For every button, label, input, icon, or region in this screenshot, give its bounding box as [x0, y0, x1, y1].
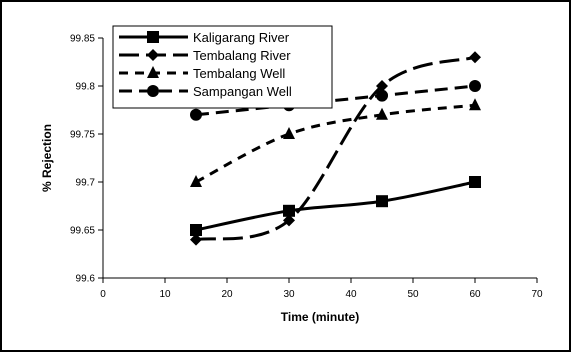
- x-tick-label: 70: [531, 289, 543, 300]
- x-tick-label: 30: [283, 289, 295, 300]
- data-point: [283, 127, 295, 139]
- legend-marker: [147, 85, 159, 97]
- legend: Kaligarang River Tembalang River Tembalang…: [112, 25, 333, 109]
- series-line: [195, 84, 476, 117]
- data-point: [376, 80, 388, 92]
- y-axis-title: % Rejection: [40, 124, 54, 192]
- x-tick-label: 10: [159, 289, 171, 300]
- series-line: [195, 180, 476, 232]
- line-chart: 0 10 20 30 40 50 60 70 99.6 99.65 99.7 99.75 99.8 99.…: [40, 25, 543, 324]
- legend-marker: [147, 31, 159, 43]
- data-point: [469, 80, 481, 92]
- x-axis-title: Time (minute): [281, 310, 359, 324]
- data-point: [190, 233, 202, 246]
- legend-label: Tembalang River: [193, 48, 291, 63]
- data-point: [376, 195, 388, 208]
- series-1: [190, 51, 481, 246]
- series-0: [190, 176, 481, 236]
- data-point: [190, 108, 202, 121]
- data-point: [376, 107, 388, 120]
- data-point: [190, 175, 202, 187]
- data-point: [469, 176, 481, 188]
- legend-label: Kaligarang River: [193, 30, 290, 45]
- legend-label: Sampangan Well: [193, 84, 292, 99]
- legend-marker: [147, 66, 159, 78]
- y-tick-label: 99.7: [76, 178, 96, 189]
- axis-layer: 0 10 20 30 40 50 60 70 99.6 99.65 99.7 99.75 99.8 99.…: [70, 34, 543, 301]
- data-point: [283, 214, 295, 227]
- data-point: [376, 89, 388, 102]
- data-point: [283, 204, 295, 217]
- y-tick-label: 99.75: [70, 130, 95, 141]
- y-tick-label: 99.85: [70, 34, 95, 45]
- x-tick-label: 0: [100, 289, 106, 300]
- legend-marker: [147, 49, 159, 61]
- x-tick-label: 50: [407, 289, 419, 300]
- legend-label: Tembalang Well: [193, 66, 285, 81]
- y-tick-label: 99.65: [70, 226, 95, 237]
- series-2: [190, 98, 481, 187]
- data-point: [469, 51, 481, 64]
- series-line: [195, 103, 476, 184]
- y-tick-label: 99.6: [76, 274, 96, 285]
- x-tick-label: 40: [345, 289, 357, 300]
- data-point: [190, 224, 202, 236]
- data-point: [469, 98, 481, 111]
- series-line: [195, 55, 476, 242]
- x-tick-label: 20: [221, 289, 233, 300]
- series-layer: [190, 51, 481, 246]
- y-tick-label: 99.8: [76, 82, 96, 93]
- x-tick-label: 60: [469, 289, 481, 300]
